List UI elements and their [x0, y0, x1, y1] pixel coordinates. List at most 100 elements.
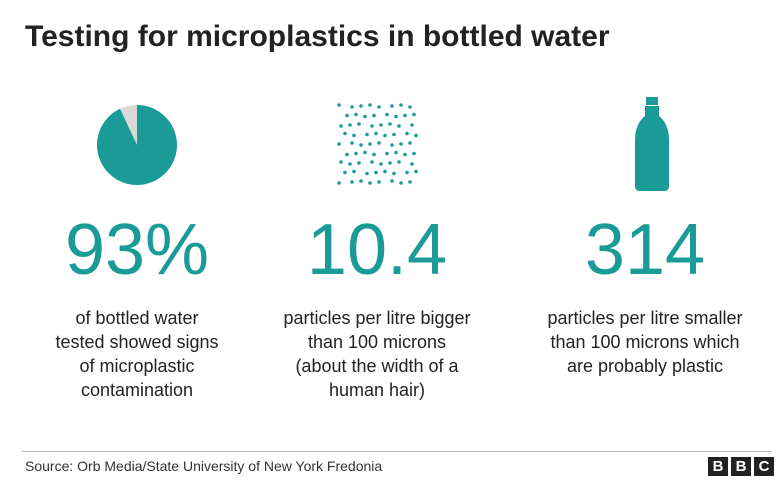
- description-line: than 100 microns: [307, 332, 447, 352]
- dot: [370, 160, 374, 164]
- stat-description: particles per litre smaller than 100 micr…: [515, 306, 775, 378]
- dot: [359, 143, 363, 147]
- logo-letter: C: [754, 457, 774, 476]
- stat-description: particles per litre bigger than 100 micro…: [247, 306, 507, 402]
- title: Testing for microplastics in bottled wat…: [25, 20, 610, 53]
- dot: [352, 169, 356, 174]
- description-line: particles per litre bigger: [283, 308, 471, 328]
- dot: [399, 103, 403, 107]
- dot: [377, 105, 381, 109]
- dot: [368, 142, 372, 146]
- dot: [345, 113, 349, 118]
- dot: [403, 152, 407, 157]
- dot: [350, 180, 354, 184]
- source: Source: Orb Media/State University of Ne…: [25, 458, 383, 474]
- dot: [377, 180, 381, 184]
- dot: [348, 162, 352, 166]
- description-line: than 100 microns which: [550, 332, 740, 352]
- dot: [363, 114, 367, 119]
- description-line: human hair): [328, 380, 426, 400]
- dot: [392, 171, 396, 176]
- dot: [337, 103, 341, 107]
- stat: 10.4 particles per litre bigger than 100 m…: [247, 210, 507, 402]
- dot: [350, 105, 354, 109]
- dot: [339, 124, 343, 128]
- dot: [365, 171, 369, 176]
- description-line: are probably plastic: [566, 356, 724, 376]
- dot: [412, 151, 416, 156]
- dot: [343, 170, 347, 175]
- dot: [352, 133, 356, 138]
- description-line: contamination: [80, 380, 194, 400]
- dot: [397, 160, 401, 164]
- dot: [388, 161, 392, 165]
- pie-slice: [96, 105, 177, 186]
- dot: [390, 179, 394, 183]
- description-line: of microplastic: [79, 356, 195, 376]
- dot: [405, 131, 409, 136]
- dot: [399, 181, 403, 185]
- dot: [390, 104, 394, 108]
- dot: [374, 131, 378, 136]
- dot: [414, 133, 418, 138]
- dot: [399, 142, 403, 146]
- dot: [414, 169, 418, 174]
- dot: [394, 114, 398, 119]
- stat: 314 particles per litre smaller than 100 m…: [515, 210, 775, 378]
- dot: [370, 124, 374, 128]
- dot: [408, 105, 412, 109]
- dot: [348, 123, 352, 127]
- dot: [394, 150, 398, 155]
- description-line: particles per litre smaller: [547, 308, 743, 328]
- dot: [372, 152, 376, 157]
- dot: [368, 103, 372, 107]
- dot: [392, 132, 396, 137]
- dot: [408, 180, 412, 184]
- dot: [388, 122, 392, 126]
- dot: [405, 170, 409, 175]
- dot: [357, 122, 361, 126]
- dot: [343, 131, 347, 136]
- dot: [368, 181, 372, 185]
- stat-value: 314: [584, 210, 706, 290]
- stat-description: of bottled water tested showed signs of mi…: [7, 306, 267, 402]
- dot: [403, 113, 407, 118]
- dot: [397, 124, 401, 128]
- dot: [354, 112, 358, 117]
- dot: [385, 151, 389, 156]
- stat-value: 10.4: [306, 210, 448, 290]
- dot: [390, 143, 394, 147]
- dot: [337, 142, 341, 146]
- description-line: (about the width of a: [295, 356, 459, 376]
- dot: [383, 169, 387, 174]
- description-line: tested showed signs: [55, 332, 219, 352]
- dot: [379, 123, 383, 127]
- dot: [408, 141, 412, 145]
- logo-letter: B: [708, 457, 728, 476]
- bottle-icon: [635, 97, 669, 191]
- dot: [412, 112, 416, 117]
- dot: [357, 161, 361, 165]
- stat: 93% of bottled water tested showed signs of…: [7, 210, 267, 402]
- dot: [410, 162, 414, 166]
- dot: [350, 141, 354, 145]
- dot: [363, 150, 367, 155]
- dot: [410, 123, 414, 127]
- dot: [372, 113, 376, 118]
- dot: [374, 170, 378, 175]
- dot: [359, 179, 363, 183]
- dot: [365, 132, 369, 137]
- dot: [383, 133, 387, 138]
- dot: [339, 160, 343, 164]
- dot: [379, 162, 383, 166]
- divider: [22, 451, 772, 452]
- logo-letter: B: [731, 457, 751, 476]
- dot: [345, 152, 349, 157]
- stat-value: 93%: [64, 210, 210, 290]
- icons: [96, 97, 669, 191]
- dot: [385, 112, 389, 117]
- dot: [354, 151, 358, 156]
- dot: [377, 141, 381, 145]
